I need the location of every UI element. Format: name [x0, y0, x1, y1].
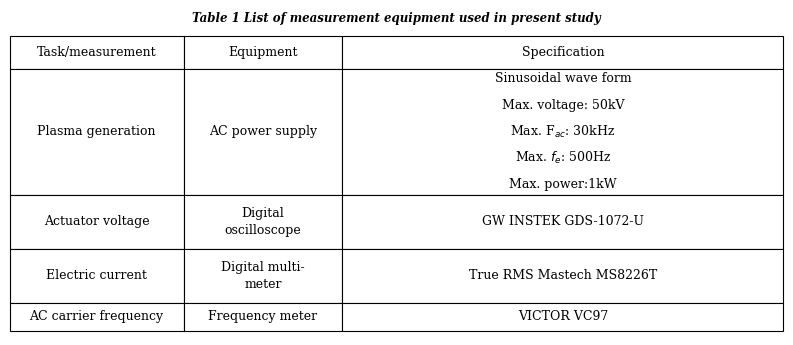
Text: AC carrier frequency: AC carrier frequency — [29, 310, 163, 323]
Bar — [184, 36, 343, 69]
Text: Frequency meter: Frequency meter — [209, 310, 317, 323]
Bar — [10, 36, 184, 69]
Text: Specification: Specification — [522, 46, 604, 59]
Text: Table 1 List of measurement equipment used in present study: Table 1 List of measurement equipment us… — [192, 12, 601, 25]
Text: Actuator voltage: Actuator voltage — [44, 215, 149, 228]
Bar — [10, 249, 184, 303]
Bar — [343, 36, 783, 69]
Text: Electric current: Electric current — [46, 269, 147, 282]
Bar — [343, 195, 783, 249]
Bar — [184, 195, 343, 249]
Text: Digital multi-
meter: Digital multi- meter — [221, 261, 305, 291]
Bar — [184, 249, 343, 303]
Text: Plasma generation: Plasma generation — [37, 125, 156, 138]
Bar — [184, 303, 343, 331]
Text: Sinusoidal wave form: Sinusoidal wave form — [495, 72, 631, 85]
Bar — [10, 303, 184, 331]
Text: Max. power:1kW: Max. power:1kW — [509, 178, 617, 191]
Bar — [343, 303, 783, 331]
Text: GW INSTEK GDS-1072-U: GW INSTEK GDS-1072-U — [482, 215, 644, 228]
Text: AC power supply: AC power supply — [209, 125, 317, 138]
Bar — [343, 69, 783, 195]
Bar — [343, 249, 783, 303]
Text: True RMS Mastech MS8226T: True RMS Mastech MS8226T — [469, 269, 657, 282]
Text: VICTOR VC97: VICTOR VC97 — [518, 310, 608, 323]
Text: Digital
oscilloscope: Digital oscilloscope — [224, 207, 301, 237]
Text: Equipment: Equipment — [228, 46, 297, 59]
Bar — [10, 195, 184, 249]
Bar — [184, 69, 343, 195]
Text: Max. voltage: 50kV: Max. voltage: 50kV — [502, 99, 624, 112]
Text: Max. $f_{e}$: 500Hz: Max. $f_{e}$: 500Hz — [515, 150, 611, 166]
Text: Task/measurement: Task/measurement — [36, 46, 156, 59]
Text: Max. $\mathregular{F}_{ac}$: 30kHz: Max. $\mathregular{F}_{ac}$: 30kHz — [511, 124, 615, 140]
Bar — [10, 69, 184, 195]
